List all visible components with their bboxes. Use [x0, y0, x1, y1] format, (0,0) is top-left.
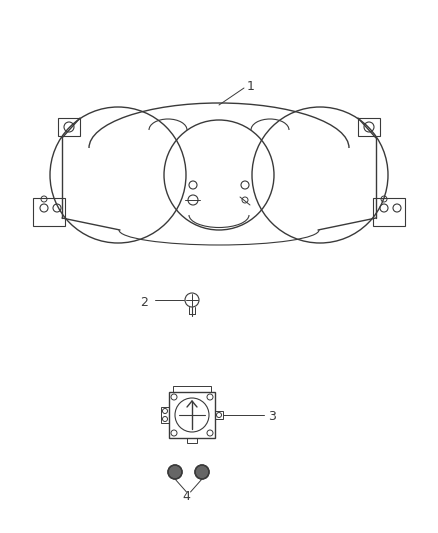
Bar — [358, 118, 380, 136]
Text: 2: 2 — [140, 295, 148, 309]
Bar — [161, 407, 169, 423]
Bar — [173, 386, 211, 392]
Text: 4: 4 — [182, 489, 190, 503]
Circle shape — [168, 465, 182, 479]
Bar — [187, 438, 197, 443]
Bar — [169, 392, 215, 438]
Text: 1: 1 — [247, 79, 255, 93]
Circle shape — [195, 465, 209, 479]
Bar — [373, 198, 405, 226]
Text: 3: 3 — [268, 409, 276, 423]
Bar — [58, 118, 80, 136]
Bar — [33, 198, 65, 226]
Bar — [215, 411, 223, 419]
